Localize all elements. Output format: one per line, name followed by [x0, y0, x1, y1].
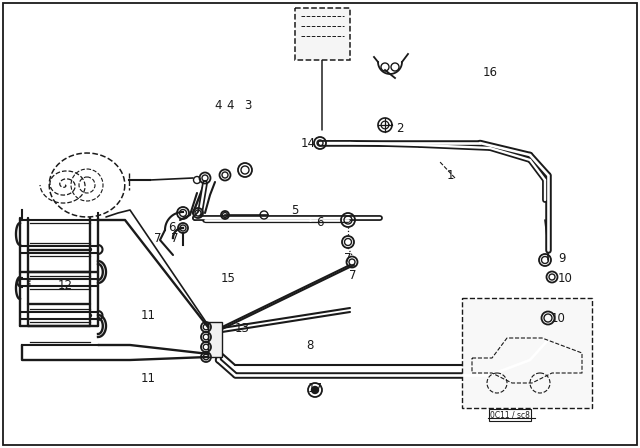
Text: 14: 14: [301, 137, 316, 150]
Text: 9: 9: [558, 251, 566, 264]
Text: 7: 7: [344, 251, 352, 264]
Text: 8: 8: [307, 339, 314, 352]
Text: 1: 1: [446, 168, 454, 181]
Text: 10: 10: [557, 271, 572, 284]
Text: 10: 10: [550, 311, 565, 324]
Text: 5: 5: [291, 203, 299, 216]
Text: 3: 3: [244, 99, 252, 112]
Text: 7: 7: [154, 232, 162, 245]
Text: 13: 13: [235, 322, 250, 335]
Text: 0C11 / sc8: 0C11 / sc8: [490, 410, 530, 419]
Bar: [462, 298, 592, 408]
Text: 6: 6: [168, 220, 176, 233]
Text: 6: 6: [316, 215, 324, 228]
Text: 15: 15: [221, 271, 236, 284]
Text: 17: 17: [307, 382, 323, 395]
Bar: [208, 322, 222, 357]
Text: 11: 11: [141, 309, 156, 322]
Text: 11: 11: [141, 371, 156, 384]
Text: 7: 7: [172, 232, 179, 245]
Text: 7: 7: [349, 268, 356, 281]
Text: 4: 4: [227, 99, 234, 112]
Text: 12: 12: [58, 279, 72, 292]
Text: 16: 16: [483, 65, 497, 78]
Text: 4: 4: [214, 99, 221, 112]
Bar: [295, 8, 350, 60]
Circle shape: [312, 387, 319, 393]
Text: 2: 2: [396, 121, 404, 134]
